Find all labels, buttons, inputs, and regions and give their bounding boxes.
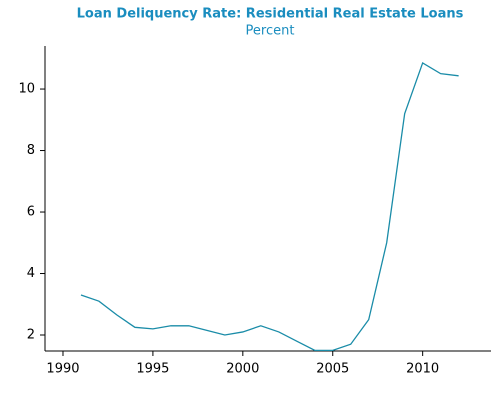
x-tick-label: 2010 [406,362,439,377]
y-tick-label: 2 [27,328,35,343]
chart-title: Loan Deliquency Rate: Residential Real E… [77,7,464,22]
data-line [80,61,459,352]
y-tick-label: 10 [18,82,35,97]
y-tick-label: 6 [27,205,35,220]
x-tick-label: 2000 [226,362,259,377]
chart-subtitle: Percent [246,24,295,39]
x-tick-label: 2005 [316,362,349,377]
y-tick-label: 4 [27,266,35,281]
y-tick-label: 8 [27,143,35,158]
x-tick-label: 1995 [136,362,169,377]
x-tick-label: 1990 [46,362,79,377]
